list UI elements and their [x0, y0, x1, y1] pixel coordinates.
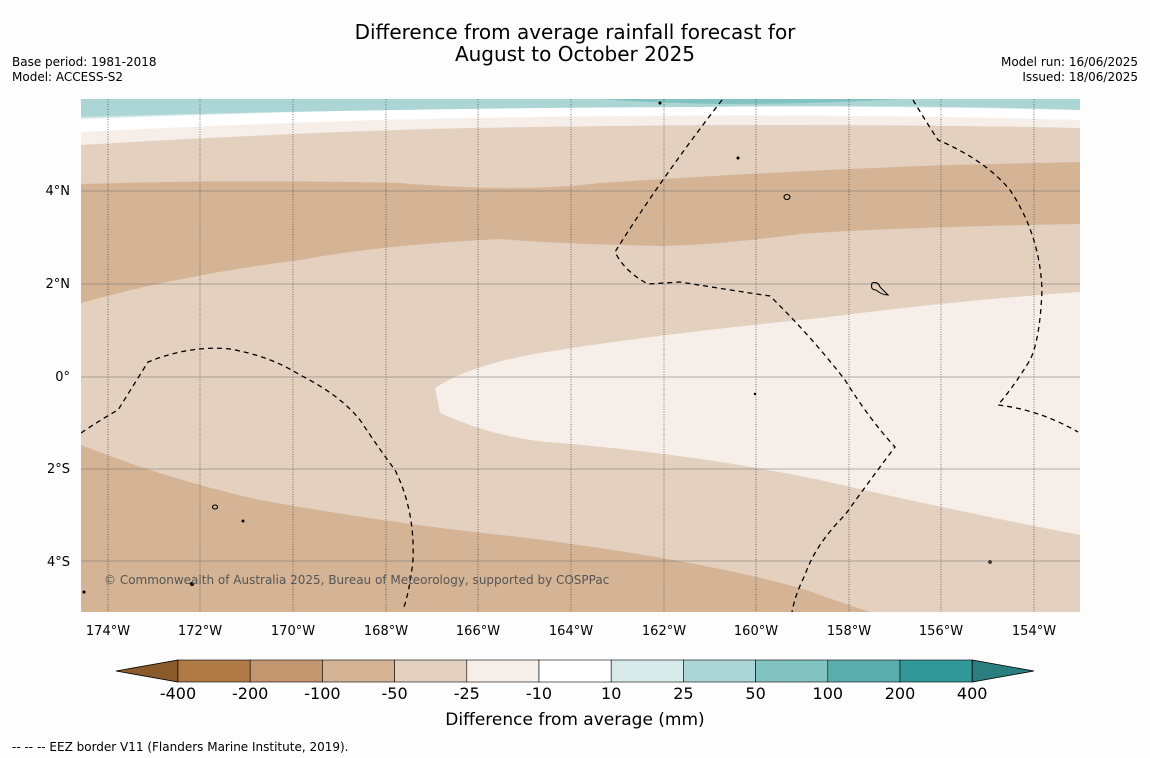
lon-label: 174°W — [86, 624, 130, 639]
colorbar-segment — [755, 659, 829, 683]
colorbar-extend-high — [971, 659, 1035, 683]
issued-date-text: Issued: 18/06/2025 — [1022, 70, 1138, 84]
anomaly-band-top-teal — [81, 99, 1080, 117]
lon-label: 166°W — [456, 624, 500, 639]
lon-label: 154°W — [1012, 624, 1056, 639]
base-period-text: Base period: 1981-2018 — [12, 55, 157, 69]
colorbar-title: Difference from average (mm) — [445, 710, 705, 730]
islands — [82, 101, 992, 594]
model-run-text: Model run: 16/06/2025 — [1000, 55, 1138, 69]
lat-label: 0° — [55, 370, 70, 385]
colorbar-segment — [466, 659, 540, 683]
lat-label: 4°N — [46, 184, 71, 199]
anomaly-band-south-tan — [81, 445, 870, 612]
longitude-gridlines — [107, 99, 1035, 612]
map-title-line-2: August to October 2025 — [454, 42, 696, 66]
colorbar-tick-label: 50 — [745, 684, 766, 703]
colorbar-tick-label: -50 — [381, 684, 408, 703]
model-name-text: Model: ACCESS-S2 — [12, 70, 124, 84]
anomaly-band-north-tan — [81, 162, 1080, 303]
lon-label: 172°W — [178, 624, 222, 639]
colorbar-tick-label: 100 — [812, 684, 844, 703]
anomaly-band-equatorial-offwhite — [435, 292, 1080, 535]
colorbar-segment — [538, 659, 612, 683]
lon-label: 170°W — [271, 624, 315, 639]
lat-label: 2°S — [47, 462, 70, 477]
latitude-labels: 4°N 2°N 0° 2°S 4°S — [46, 184, 71, 570]
latitude-gridlines — [81, 190, 1080, 562]
map-field — [81, 99, 1080, 612]
lon-label: 164°W — [549, 624, 593, 639]
lon-label: 162°W — [642, 624, 686, 639]
copyright-text: © Commonwealth of Australia 2025, Bureau… — [104, 573, 609, 587]
map-title-line-1: Difference from average rainfall forecas… — [354, 20, 796, 44]
colorbar-segment — [899, 659, 973, 683]
lon-label: 160°W — [734, 624, 778, 639]
colorbar-tick-label: -10 — [525, 684, 553, 703]
anomaly-band-upper-lighttan — [81, 140, 1080, 165]
colorbar-tick-label: -200 — [232, 684, 269, 703]
colorbar-segment — [683, 659, 756, 683]
anomaly-band-top-teal-dark — [600, 99, 900, 104]
eez-footnote: -- -- -- EEZ border V11 (Flanders Marine… — [12, 740, 349, 754]
eez-borders — [81, 99, 1079, 612]
colorbar-tick-label: -400 — [159, 684, 197, 703]
colorbar — [115, 659, 1035, 683]
colorbar-tick-label: -25 — [453, 684, 480, 703]
colorbar-segment — [322, 659, 395, 683]
longitude-labels: 174°W 172°W 170°W 168°W 166°W 164°W 162°… — [86, 624, 1056, 639]
colorbar-tick-label: 25 — [673, 684, 694, 703]
colorbar-segment — [249, 659, 323, 683]
lon-label: 168°W — [364, 624, 408, 639]
lat-label: 4°S — [47, 555, 70, 570]
colorbar-segment — [610, 659, 684, 683]
colorbar-segment — [827, 659, 901, 683]
lon-label: 158°W — [827, 624, 871, 639]
colorbar-tick-label: 200 — [884, 684, 916, 703]
colorbar-segment — [394, 659, 468, 683]
lat-label: 2°N — [46, 277, 71, 292]
colorbar-extend-low — [115, 659, 179, 683]
colorbar-segment — [177, 659, 251, 683]
lon-label: 156°W — [919, 624, 963, 639]
colorbar-tick-label: -100 — [304, 684, 341, 703]
colorbar-tick-label: 10 — [601, 684, 622, 703]
colorbar-tick-label: 400 — [956, 684, 988, 703]
